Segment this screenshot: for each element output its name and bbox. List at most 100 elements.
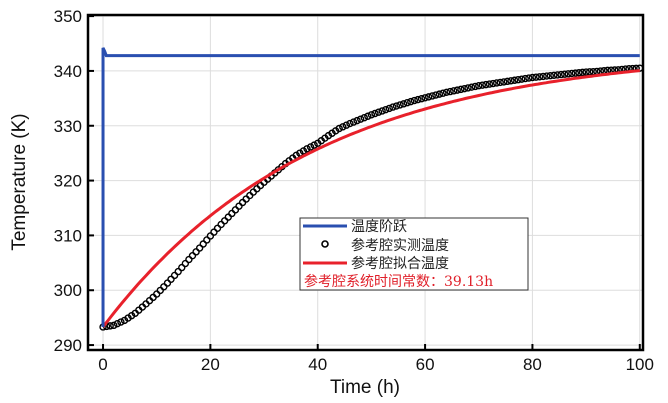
measured-point bbox=[396, 101, 404, 109]
measured-point bbox=[242, 195, 250, 203]
measured-point bbox=[342, 121, 351, 129]
measured-point bbox=[407, 97, 415, 106]
y-tick-label: 350 bbox=[54, 7, 82, 26]
measured-point bbox=[399, 100, 408, 108]
measured-point bbox=[410, 96, 419, 105]
y-tick-label: 310 bbox=[54, 226, 82, 245]
measured-point bbox=[439, 89, 447, 97]
measured-point bbox=[435, 90, 444, 98]
measured-point bbox=[467, 83, 476, 91]
measured-point bbox=[163, 279, 172, 287]
y-tick-label: 290 bbox=[54, 336, 82, 355]
measured-point bbox=[568, 69, 576, 78]
y-axis-label: Temperature (K) bbox=[9, 113, 30, 250]
time-constant-annotation: 参考腔系统时间常数：39.13h bbox=[304, 273, 493, 290]
ticks: 0 20 40 60 80 100 290 300 310 320 330 340 350 bbox=[54, 7, 654, 374]
measured-point bbox=[195, 244, 204, 252]
measured-point bbox=[224, 213, 232, 221]
measured-point bbox=[428, 92, 436, 100]
measured-point bbox=[517, 75, 526, 83]
measured-point bbox=[110, 321, 118, 330]
measured-point bbox=[360, 114, 368, 122]
measured-point bbox=[496, 78, 504, 87]
measured-point bbox=[389, 103, 397, 111]
measured-point bbox=[507, 77, 515, 85]
legend-label-fit: 参考腔拟合温度 bbox=[351, 255, 449, 272]
measured-point bbox=[482, 80, 490, 89]
measured-point bbox=[170, 271, 179, 280]
legend-box bbox=[299, 217, 529, 291]
x-tick-label: 100 bbox=[626, 355, 654, 374]
x-axis-label: Time (h) bbox=[330, 377, 400, 398]
y-tick-label: 320 bbox=[54, 172, 82, 191]
measured-point bbox=[181, 259, 190, 268]
measured-point bbox=[392, 102, 401, 110]
measured-point bbox=[582, 68, 590, 76]
x-tick-label: 60 bbox=[416, 355, 435, 374]
measured-point bbox=[450, 87, 458, 95]
measured-point bbox=[213, 224, 222, 232]
measured-point bbox=[521, 74, 529, 83]
measured-point bbox=[217, 220, 225, 229]
measured-point bbox=[550, 71, 558, 80]
measured-point bbox=[238, 198, 247, 207]
measured-point bbox=[421, 94, 429, 102]
measured-point bbox=[525, 74, 533, 82]
measured-point bbox=[374, 108, 383, 116]
measured-point bbox=[578, 68, 587, 77]
measured-point bbox=[492, 79, 501, 87]
measured-point bbox=[167, 275, 175, 283]
measured-point bbox=[192, 248, 200, 256]
x-tick-label: 20 bbox=[201, 355, 220, 374]
y-tick-label: 340 bbox=[54, 62, 82, 81]
grid bbox=[88, 15, 643, 350]
measured-point bbox=[564, 70, 572, 78]
measured-point bbox=[303, 145, 311, 153]
measured-point bbox=[220, 217, 229, 225]
x-tick-label: 0 bbox=[98, 355, 107, 374]
measured-point bbox=[553, 71, 562, 79]
measured-point bbox=[356, 115, 365, 123]
measured-point bbox=[306, 143, 315, 151]
measured-point bbox=[231, 206, 240, 214]
measured-point bbox=[385, 104, 393, 113]
measured-point bbox=[442, 88, 451, 97]
measured-point bbox=[471, 82, 479, 91]
series-layer bbox=[99, 47, 644, 331]
measured-point bbox=[235, 202, 243, 210]
measured-point bbox=[246, 191, 254, 200]
measured-point bbox=[500, 78, 508, 86]
step-line bbox=[101, 47, 640, 327]
measured-point bbox=[349, 118, 358, 126]
measured-point bbox=[424, 93, 433, 101]
y-tick-label: 300 bbox=[54, 281, 82, 300]
measured-point bbox=[188, 251, 197, 260]
measured-point bbox=[174, 267, 182, 276]
measured-point bbox=[185, 255, 193, 264]
measured-point bbox=[339, 123, 347, 131]
measured-point bbox=[503, 77, 512, 86]
measured-point bbox=[510, 76, 519, 84]
measured-point bbox=[432, 91, 440, 99]
measured-point bbox=[228, 209, 236, 218]
measured-point bbox=[160, 283, 168, 291]
measured-point bbox=[178, 263, 186, 272]
measured-point bbox=[546, 71, 555, 80]
legend-label-measured: 参考腔实测温度 bbox=[351, 237, 449, 254]
x-tick-label: 80 bbox=[523, 355, 542, 374]
measured-point bbox=[446, 87, 454, 96]
measured-point bbox=[514, 75, 522, 84]
measured-point bbox=[335, 124, 343, 133]
measured-point bbox=[353, 116, 361, 125]
measured-point bbox=[489, 79, 497, 88]
measured-point bbox=[535, 73, 544, 81]
measured-point bbox=[310, 141, 318, 149]
measured-point bbox=[585, 68, 594, 76]
measured-point bbox=[543, 72, 551, 80]
measured-point bbox=[539, 72, 547, 81]
measured-point bbox=[106, 322, 114, 330]
measured-point bbox=[414, 95, 422, 104]
measured-point bbox=[575, 69, 583, 77]
measured-point bbox=[557, 70, 565, 79]
